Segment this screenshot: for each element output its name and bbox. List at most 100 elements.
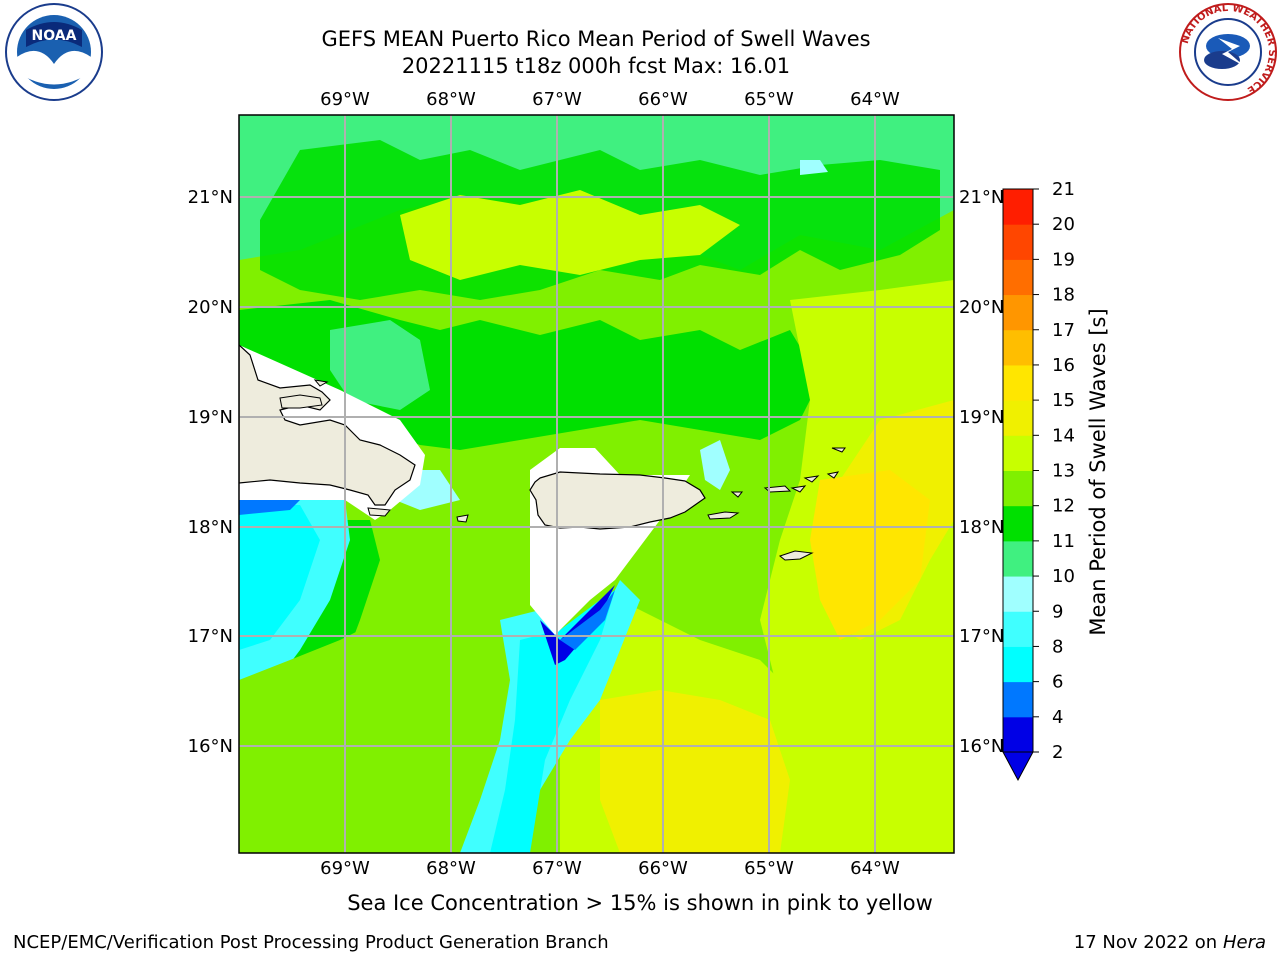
- swell-period-field: [239, 115, 954, 853]
- field-band-east-gold: [810, 470, 930, 640]
- credit-text: NCEP/EMC/Verification Post Processing Pr…: [13, 932, 609, 953]
- colorbar-segment: [1003, 576, 1033, 612]
- lat-tick-label: 19°N: [188, 407, 233, 428]
- lon-tick-labels-top: 69°W 68°W 67°W 66°W 65°W 64°W: [320, 89, 900, 110]
- field-band-southwest-brightcyan: [239, 505, 320, 650]
- colorbar-tick-label: 9: [1052, 601, 1063, 622]
- colorbar-tick-label: 21: [1052, 179, 1075, 200]
- colorbar-extend-triangle: [1002, 751, 1034, 782]
- colorbar-segment: [1003, 329, 1033, 366]
- land-anegada: [831, 447, 846, 453]
- land-culebra: [730, 491, 744, 498]
- lat-tick-label: 19°N: [959, 407, 1004, 428]
- date-value: 17 Nov 2022 on: [1073, 932, 1218, 953]
- colorbar-tick-label: 10: [1052, 566, 1075, 587]
- land-st-john: [790, 485, 807, 493]
- land-st-croix: [778, 550, 814, 561]
- field-band-south-yellow: [600, 690, 790, 853]
- lat-tick-label: 18°N: [188, 517, 233, 538]
- land-tortuga: [279, 394, 323, 409]
- lat-tick-label: 20°N: [959, 297, 1004, 318]
- lat-tick-label: 21°N: [188, 187, 233, 208]
- land-mona: [456, 514, 469, 523]
- colorbar-segment: [1003, 224, 1033, 260]
- colorbar-segment: [1003, 189, 1033, 225]
- lon-tick-label: 67°W: [532, 858, 582, 879]
- lon-tick-label: 68°W: [426, 89, 476, 110]
- lat-tick-labels-right: 21°N 20°N 19°N 18°N 17°N 16°N: [959, 187, 1004, 757]
- field-band-southwest-yellowgreen: [239, 620, 400, 853]
- land-islet-north: [313, 379, 329, 387]
- lat-tick-label: 21°N: [959, 187, 1004, 208]
- nws-logo-icon: NATIONAL WEATHER SERVICE: [1179, 3, 1277, 101]
- host-name: Hera: [1222, 932, 1266, 953]
- land-saona: [367, 507, 391, 517]
- field-band-channel-brightcyan: [490, 590, 615, 853]
- colorbar-segment: [1003, 400, 1033, 436]
- colorbar-segment: [1003, 505, 1033, 542]
- chart-title: GEFS MEAN Puerto Rico Mean Period of Swe…: [321, 27, 871, 51]
- sea-ice-note: Sea Ice Concentration > 15% is shown in …: [347, 891, 933, 915]
- noaa-logo-text: NOAA: [32, 28, 77, 44]
- lat-tick-label: 17°N: [959, 626, 1004, 647]
- field-band-channel-darkblue: [540, 585, 615, 665]
- lat-tick-label: 16°N: [188, 736, 233, 757]
- colorbar-segment: [1003, 364, 1033, 401]
- colorbar-tick-label: 19: [1052, 249, 1075, 270]
- lon-tick-label: 66°W: [638, 89, 688, 110]
- colorbar-tick-label: 14: [1052, 425, 1075, 446]
- colorbar-label: Mean Period of Swell Waves [s]: [1086, 308, 1110, 635]
- colorbar-segment: [1003, 646, 1033, 683]
- field-band-central-teal: [330, 320, 430, 410]
- map-frame: [238, 114, 955, 854]
- colorbar: 2 4 6 8 9 10 11 12 13 14 15 16 17 18 19 20 21: [1002, 179, 1075, 782]
- map-grid: [239, 115, 954, 853]
- colorbar-segment: [1003, 540, 1033, 577]
- lon-tick-labels-bottom: 69°W 68°W 67°W 66°W 65°W 64°W: [320, 858, 900, 879]
- colorbar-tick-label: 4: [1052, 707, 1063, 728]
- lat-tick-label: 17°N: [188, 626, 233, 647]
- field-band-southwest-blue: [239, 500, 300, 515]
- colorbar-segment: [1003, 470, 1033, 507]
- lon-tick-label: 65°W: [744, 858, 794, 879]
- colorbar-tick-label: 20: [1052, 214, 1075, 235]
- colorbar-segment: [1003, 259, 1033, 296]
- colorbar-tick-label: 11: [1052, 531, 1075, 552]
- colorbar-tick-label: 8: [1052, 636, 1063, 657]
- lon-tick-label: 64°W: [850, 89, 900, 110]
- lon-tick-label: 69°W: [320, 858, 370, 879]
- date-text: 17 Nov 2022 on Hera: [1074, 932, 1266, 953]
- colorbar-tick-label: 6: [1052, 672, 1063, 693]
- field-band-north-yellowgreen: [400, 190, 740, 280]
- colorbar-tick-label: 18: [1052, 285, 1075, 306]
- noaa-logo-icon: NOAA: [5, 3, 103, 101]
- lon-tick-label: 65°W: [744, 89, 794, 110]
- lon-tick-label: 69°W: [320, 89, 370, 110]
- chart-subtitle: 20221115 t18z 000h fcst Max: 16.01: [401, 54, 791, 78]
- colorbar-tick-label: 13: [1052, 461, 1075, 482]
- colorbar-tick-label: 12: [1052, 496, 1075, 517]
- colorbar-segment: [1003, 435, 1033, 471]
- land-vieques: [707, 511, 740, 520]
- lon-tick-label: 66°W: [638, 858, 688, 879]
- lon-tick-label: 67°W: [532, 89, 582, 110]
- colorbar-tick-label: 2: [1052, 742, 1063, 763]
- land-puerto-rico: [529, 471, 706, 530]
- lat-tick-label: 18°N: [959, 517, 1004, 538]
- field-spot-east-pr: [700, 440, 730, 490]
- colorbar-segment: [1003, 294, 1033, 331]
- lat-tick-label: 16°N: [959, 736, 1004, 757]
- lon-tick-label: 68°W: [426, 858, 476, 879]
- lat-tick-labels-left: 21°N 20°N 19°N 18°N 17°N 16°N: [188, 187, 233, 757]
- land-virgin-gorda: [826, 471, 840, 479]
- colorbar-segment: [1003, 716, 1033, 753]
- land-tortola: [803, 475, 820, 483]
- lon-tick-label: 64°W: [850, 858, 900, 879]
- colorbar-segment: [1003, 681, 1033, 718]
- colorbar-tick-label: 15: [1052, 390, 1075, 411]
- colorbar-tick-label: 17: [1052, 320, 1075, 341]
- field-spot-north: [800, 160, 828, 175]
- land-hispaniola: [239, 344, 416, 506]
- colorbar-tick-label: 16: [1052, 355, 1075, 376]
